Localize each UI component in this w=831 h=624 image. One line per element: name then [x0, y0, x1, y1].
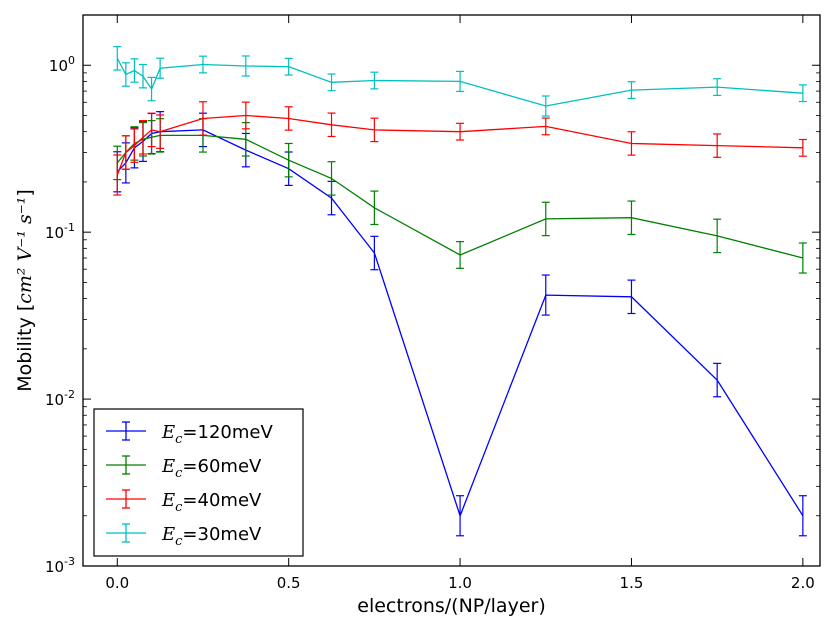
y-tick-label: 10-1	[45, 221, 75, 242]
series-Ec=40meV	[113, 101, 807, 196]
series-line	[116, 57, 803, 107]
y-axis-label-units: cm² V⁻¹ s⁻¹	[14, 197, 36, 304]
legend-label: Ec=120meV	[161, 422, 273, 447]
legend-label: Ec=60meV	[161, 456, 262, 481]
series-line	[116, 114, 803, 176]
x-tick-label: 1.5	[620, 574, 644, 592]
legend-label: Ec=30meV	[161, 524, 262, 549]
y-axis-label-prefix: Mobility [	[14, 304, 36, 392]
plot-frame	[82, 14, 821, 567]
legend-box	[93, 408, 304, 557]
x-tick-label: 1.0	[448, 574, 472, 592]
y-tick-label: 100	[49, 54, 75, 75]
legend-item: Ec=60meV	[106, 455, 262, 481]
legend-item: Ec=30meV	[106, 523, 262, 549]
series-line	[116, 129, 804, 518]
tick-labels: 0.0 0.5 1.0 1.5 2.0 10-3 10-2 10-1 100	[45, 54, 815, 592]
x-tick-label: 0.5	[277, 574, 301, 592]
x-axis-label: electrons/(NP/layer)	[357, 595, 545, 617]
y-tick-label: 10-3	[45, 555, 75, 576]
series-line	[116, 134, 804, 259]
y-tick-label: 10-2	[45, 388, 75, 409]
y-axis-label-suffix: ]	[14, 189, 36, 196]
series-Ec=30meV	[113, 46, 807, 117]
x-tick-label: 0.0	[105, 574, 129, 592]
legend-label: Ec=40meV	[161, 490, 262, 515]
series-Ec=60meV	[113, 118, 807, 274]
x-tick-label: 2.0	[791, 574, 815, 592]
y-axis-label: Mobility [cm² V⁻¹ s⁻¹]	[14, 189, 36, 392]
legend: Ec=120meV Ec=60meV Ec=40meV Ec=30meV	[93, 408, 304, 557]
series-layer	[113, 46, 807, 537]
legend-item: Ec=120meV	[106, 421, 273, 447]
legend-item: Ec=40meV	[106, 489, 262, 515]
